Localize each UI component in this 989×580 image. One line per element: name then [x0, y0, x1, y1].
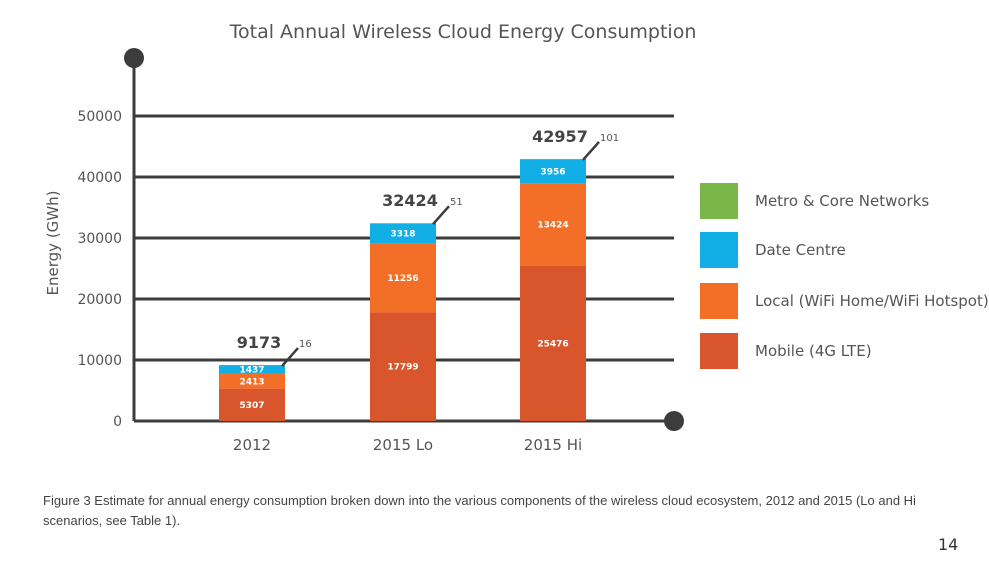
- small-value-label: 16: [299, 339, 312, 350]
- y-tick-label: 20000: [77, 292, 122, 308]
- bar-segment: [370, 312, 436, 421]
- small-value-label: 51: [450, 197, 463, 208]
- y-tick-label: 50000: [77, 109, 122, 125]
- page-number: 14: [938, 535, 959, 554]
- callout-line: [281, 347, 299, 367]
- bar-segment: [370, 223, 436, 244]
- bar-segment: [219, 365, 285, 374]
- bar-segment: [219, 388, 285, 421]
- bar-segment: [520, 183, 586, 266]
- bar-segment: [520, 159, 586, 184]
- x-axis-end-dot: [664, 411, 684, 431]
- legend-label: Local (WiFi Home/WiFi Hotspot): [755, 292, 989, 310]
- y-tick-label: 30000: [77, 231, 122, 247]
- x-tick-label: 2015 Lo: [373, 436, 433, 454]
- callout-line: [582, 141, 600, 161]
- segment-label: 3318: [390, 230, 415, 240]
- y-axis-end-dot: [124, 48, 144, 68]
- x-tick-label: 2012: [233, 436, 271, 454]
- bar-segment: [219, 365, 285, 366]
- segment-label: 1437: [239, 366, 264, 376]
- segment-label: 25476: [537, 339, 568, 349]
- bar-segment: [370, 243, 436, 313]
- bar-total-label: 9173: [237, 333, 282, 352]
- bar-total-label: 32424: [382, 191, 438, 210]
- small-value-label: 101: [600, 133, 619, 144]
- bar-total-label: 42957: [532, 127, 588, 146]
- x-tick-label: 2015 Hi: [524, 436, 582, 454]
- callout-line: [432, 205, 450, 226]
- chart-title: Total Annual Wireless Cloud Energy Consu…: [229, 21, 697, 43]
- y-axis-label: Energy (GWh): [44, 191, 62, 296]
- figure-caption: Figure 3 Estimate for annual energy cons…: [43, 493, 916, 528]
- y-tick-label: 10000: [77, 353, 122, 369]
- y-tick-label: 40000: [77, 170, 122, 186]
- legend-swatch: [700, 232, 738, 268]
- segment-label: 2413: [239, 377, 264, 387]
- segment-label: 11256: [387, 274, 418, 284]
- segment-label: 5307: [239, 401, 264, 411]
- segment-label: 13424: [537, 221, 568, 231]
- y-tick-label: 0: [113, 414, 122, 430]
- bar-segment: [370, 223, 436, 224]
- legend-label: Metro & Core Networks: [755, 192, 929, 210]
- legend-swatch: [700, 333, 738, 369]
- legend-label: Mobile (4G LTE): [755, 342, 872, 360]
- bar-segment: [520, 265, 586, 421]
- segment-label: 3956: [540, 168, 565, 178]
- legend-label: Date Centre: [755, 241, 846, 259]
- bar-segment: [219, 373, 285, 389]
- segment-label: 17799: [387, 363, 418, 373]
- legend-swatch: [700, 283, 738, 319]
- bar-segment: [520, 158, 586, 160]
- legend-swatch: [700, 183, 738, 219]
